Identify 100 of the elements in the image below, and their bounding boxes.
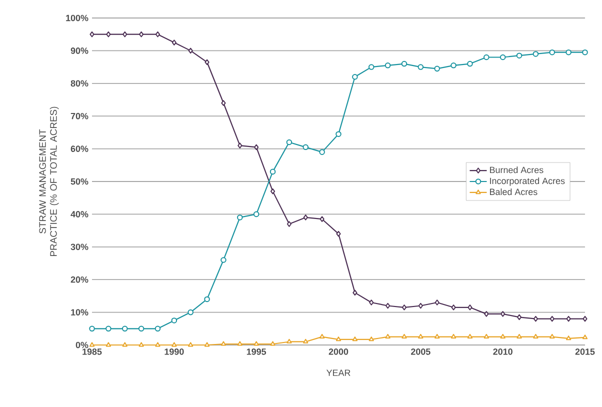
x-tick-label: 2015 [575, 348, 595, 355]
point [89, 326, 95, 332]
point [434, 66, 440, 72]
point [368, 336, 374, 342]
point [171, 318, 178, 324]
point [385, 334, 390, 339]
point [188, 48, 193, 54]
point [451, 304, 456, 310]
point [204, 59, 210, 66]
point [582, 49, 588, 56]
y-tick-label: 0% [76, 342, 88, 348]
point [468, 304, 472, 310]
point [303, 214, 308, 220]
x-tick-label: 2010 [493, 348, 512, 355]
point [352, 336, 358, 342]
point [122, 342, 128, 347]
point [516, 52, 522, 58]
y-tick-label: 80% [70, 80, 88, 87]
point [386, 302, 390, 309]
point [89, 342, 95, 347]
x-tick-label: 1985 [82, 348, 102, 355]
point [418, 302, 423, 309]
point [106, 31, 111, 38]
point [204, 342, 210, 347]
point [566, 336, 572, 340]
point [402, 304, 407, 310]
point [336, 230, 341, 237]
x-tick-label: 1995 [246, 348, 266, 355]
point [188, 342, 194, 347]
point [319, 149, 325, 155]
point [566, 316, 571, 322]
point [270, 188, 276, 194]
legend-label: Burned Acres [490, 166, 544, 174]
point [220, 341, 226, 346]
point [500, 311, 506, 317]
legend-label: Baled Acres [490, 188, 538, 196]
y-tick-label: 40% [70, 211, 88, 218]
point [402, 334, 407, 339]
point [384, 62, 391, 68]
point [155, 31, 160, 38]
x-tick-label: 2000 [328, 348, 348, 355]
point [204, 296, 210, 302]
point [106, 326, 112, 332]
point [253, 211, 260, 218]
y-tick-label: 70% [70, 112, 88, 120]
legend-label: Incorporated Acres [490, 178, 565, 186]
point [533, 334, 538, 339]
point [90, 31, 94, 38]
y-tick-label: 50% [70, 178, 88, 185]
point [138, 326, 144, 332]
point [467, 334, 473, 339]
y-tick-label: 20% [70, 276, 88, 283]
point [467, 60, 473, 67]
point [484, 54, 490, 60]
point [106, 342, 112, 347]
y-tick-label: 100% [66, 14, 88, 22]
point [418, 64, 424, 70]
x-tick-label: 1990 [164, 348, 184, 355]
point [434, 334, 440, 339]
point [139, 31, 144, 38]
point [155, 342, 160, 347]
y-tick-label: 90% [70, 48, 88, 54]
point [303, 338, 308, 344]
point [221, 100, 226, 106]
point [138, 342, 144, 347]
y-tick-label: 10% [71, 309, 88, 316]
point [450, 334, 456, 339]
point [582, 316, 588, 322]
point [352, 290, 358, 296]
x-axis-title: YEAR [326, 370, 350, 376]
point [484, 334, 489, 339]
point [549, 49, 556, 56]
y-tick-label: 30% [70, 244, 88, 250]
point [270, 341, 276, 346]
point [352, 74, 358, 80]
point [254, 341, 259, 346]
point [418, 334, 424, 339]
point [566, 49, 572, 56]
point [550, 316, 554, 322]
y-axis-title: STRAW MANAGEMENT PRACTICE (% OF TOTAL ACRES) [39, 106, 59, 256]
point [336, 336, 342, 342]
point [220, 257, 226, 263]
x-tick-label: 2005 [411, 348, 430, 355]
point [238, 142, 242, 148]
point [319, 334, 325, 339]
point [500, 334, 506, 339]
point [532, 51, 539, 57]
point [550, 334, 555, 339]
point [188, 309, 194, 316]
point [302, 144, 309, 150]
y-tick-label: 60% [70, 146, 88, 152]
point [122, 326, 128, 332]
point [484, 311, 489, 317]
point [336, 131, 342, 137]
point [582, 334, 588, 340]
point [254, 144, 259, 150]
point [401, 60, 408, 67]
point [237, 341, 242, 346]
point [172, 40, 176, 46]
point [516, 314, 522, 320]
